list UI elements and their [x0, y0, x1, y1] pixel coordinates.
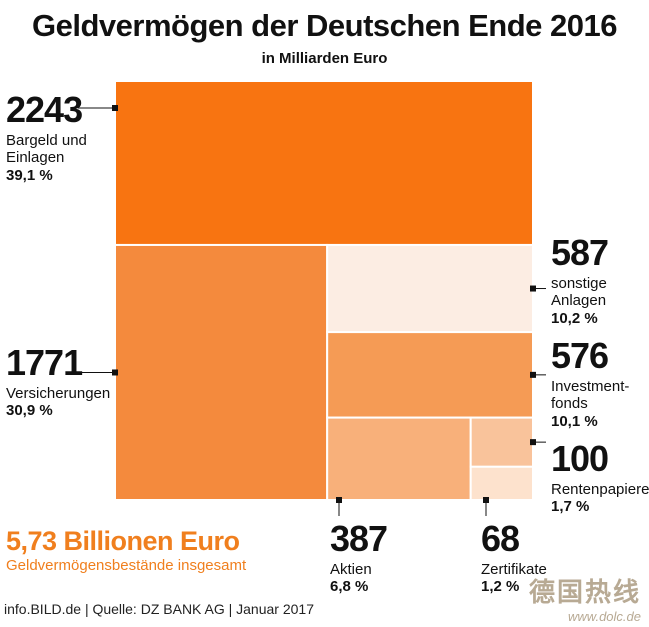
data-label-name: Bargeld und: [6, 132, 87, 149]
data-label-name: Investment-: [551, 378, 630, 395]
total-summary: 5,73 Billionen Euro Geldvermögensbeständ…: [6, 526, 246, 574]
label-bargeld-und-einlagen: 2243 Bargeld und Einlagen 39,1 %: [6, 92, 87, 184]
data-label-percent: 1,2 %: [481, 578, 520, 596]
data-label-name: fonds: [551, 395, 588, 413]
total-label: Geldvermögensbestände insgesamt: [6, 557, 247, 574]
data-label-value: 68: [481, 518, 520, 559]
label-sonstige-anlagen: 587 sonstige Anlagen 10,2 %: [551, 232, 609, 327]
treemap-block-bargeld-und-einlagen: [114, 80, 534, 246]
total-value: 5,73 Billionen Euro: [6, 526, 240, 556]
data-label-name: Versicherungen: [6, 385, 111, 402]
treemap-block-rentenpapiere: [469, 416, 534, 468]
data-label-name: Anlagen: [551, 292, 607, 310]
treemap-block-sonstige-anlagen: [326, 243, 534, 334]
data-label-percent: 10,1 %: [551, 412, 598, 430]
label-versicherungen: 1771 Versicherungen 30,9 %: [6, 345, 110, 420]
data-label-name: Einlagen: [6, 149, 65, 167]
leader-dot-aktien: [336, 497, 342, 503]
data-label-value: 387: [330, 518, 388, 559]
data-label-percent: 10,2 %: [551, 309, 598, 327]
label-investmentfonds: 576 Investment-fonds 10,1 %: [551, 338, 629, 430]
treemap-block-versicherungen: [114, 243, 329, 501]
treemap-block-investmentfonds: [326, 331, 534, 419]
leader-dot-sonstige-anlagen: [530, 285, 536, 292]
data-label-name: Zertifikate: [481, 561, 547, 578]
data-label-percent: 30,9 %: [6, 402, 53, 420]
data-label-percent: 39,1 %: [6, 166, 53, 184]
data-label-value: 100: [551, 438, 609, 479]
label-rentenpapiere: 100 Rentenpapiere 1,7 %: [551, 441, 649, 516]
source-footer: info.BILD.de | Quelle: DZ BANK AG | Janu…: [4, 601, 314, 617]
data-label-name: Aktien: [330, 561, 372, 578]
data-label-value: 587: [551, 232, 609, 273]
data-label-percent: 6,8 %: [330, 578, 369, 596]
label-aktien: 387 Aktien 6,8 %: [330, 518, 388, 596]
data-label-value: 576: [551, 335, 609, 376]
leader-dot-rentenpapiere: [530, 439, 536, 446]
watermark-url: www.dolc.de: [568, 609, 641, 624]
label-zertifikate: 68 Zertifikate 1,2 %: [481, 521, 547, 596]
leader-dot-investmentfonds: [530, 371, 536, 378]
treemap-block-aktien: [326, 416, 472, 502]
leader-dot-versicherungen: [112, 369, 118, 376]
data-label-name: Rentenpapiere: [551, 481, 649, 498]
data-label-name: sonstige: [551, 275, 607, 292]
chart-title: Geldvermögen der Deutschen Ende 2016: [32, 8, 618, 43]
watermark-text: 德国热线: [528, 577, 641, 607]
treemap-block-zertifikate: [469, 465, 534, 501]
data-label-value: 2243: [6, 89, 83, 130]
watermark: 德国热线 www.dolc.de: [529, 572, 641, 624]
leader-dot-bargeld-und-einlagen: [112, 105, 118, 111]
data-label-value: 1771: [6, 342, 83, 383]
chart-subtitle: in Milliarden Euro: [261, 50, 388, 67]
leader-dot-zertifikate: [483, 497, 489, 503]
data-label-percent: 1,7 %: [551, 498, 590, 516]
